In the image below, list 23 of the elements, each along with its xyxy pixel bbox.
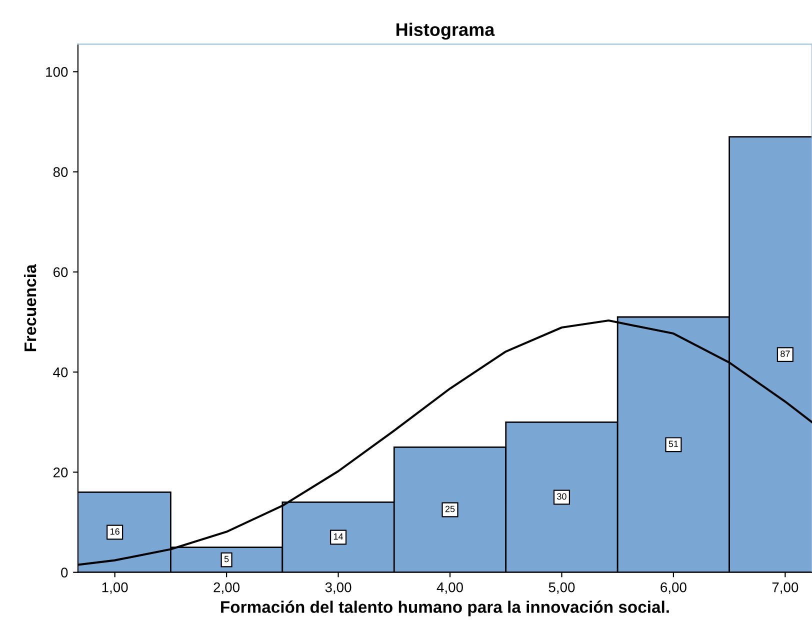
chart-title: Histograma — [396, 22, 495, 40]
x-tick-label: 6,00 — [660, 582, 686, 594]
y-tick-label: 80 — [53, 167, 68, 177]
data-label: 14 — [334, 533, 344, 540]
x-axis-title: Formación del talento humano para la innovación social. — [221, 600, 669, 616]
x-tick-label: 2,00 — [214, 582, 240, 594]
y-tick-label: 0 — [61, 568, 68, 578]
y-axis-title: Frecuencia — [24, 264, 36, 352]
data-label: 51 — [668, 440, 678, 448]
data-label: 25 — [445, 506, 455, 512]
data-label: 30 — [557, 493, 566, 500]
y-tick-label: 40 — [53, 367, 68, 378]
x-tick-label: 7,00 — [772, 582, 798, 594]
x-tick-label: 4,00 — [436, 582, 463, 594]
y-tick-label: 20 — [53, 468, 68, 478]
data-label: 87 — [780, 350, 790, 357]
data-label: 5 — [224, 556, 229, 562]
x-tick-label: 3,00 — [325, 582, 352, 594]
x-tick-label: 1,00 — [102, 582, 128, 594]
x-tick-label: 5,00 — [548, 582, 575, 594]
data-label: 16 — [110, 528, 120, 535]
y-tick-label: 100 — [46, 67, 68, 77]
y-tick-label: 60 — [53, 267, 68, 278]
